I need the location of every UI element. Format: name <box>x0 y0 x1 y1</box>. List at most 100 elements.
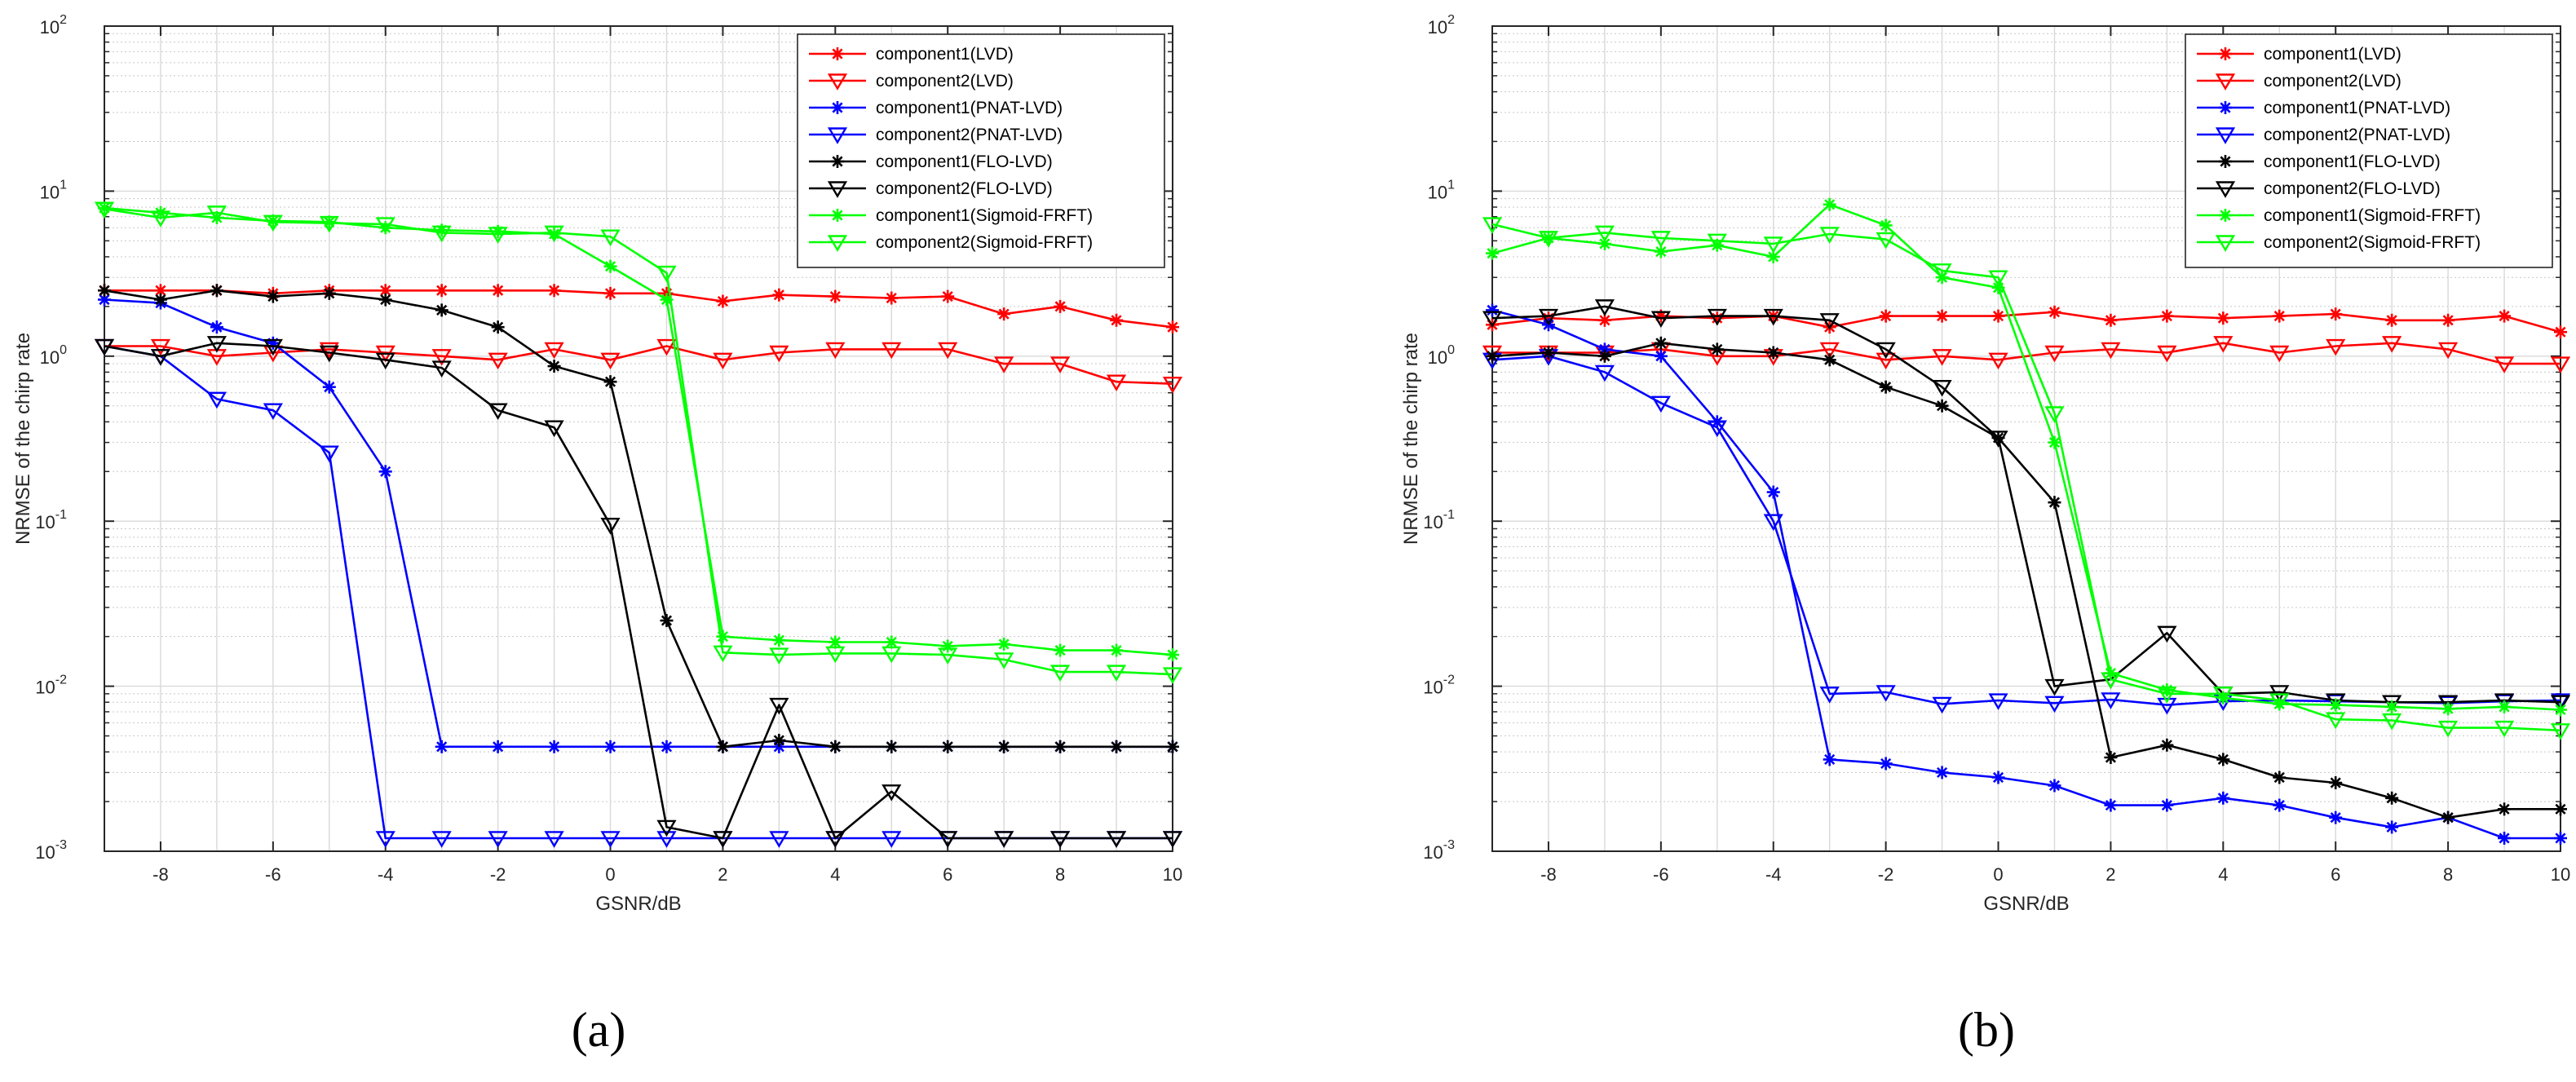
data-point <box>1932 263 1952 280</box>
legend-item: component2(LVD) <box>809 72 1014 91</box>
x-tick-label: 0 <box>605 864 615 885</box>
legend-box <box>2185 33 2553 268</box>
data-point <box>319 445 339 463</box>
data-point <box>1166 320 1179 334</box>
data-point <box>1819 227 1840 244</box>
data-point <box>772 288 786 302</box>
data-point <box>1654 349 1668 363</box>
y-tick-label: 10-1 <box>1423 508 1455 532</box>
data-point <box>488 352 508 370</box>
x-tick-label: 10 <box>2551 864 2570 885</box>
data-point <box>660 740 674 753</box>
data-point <box>2385 791 2399 805</box>
y-tick-label: 10-3 <box>1423 838 1455 863</box>
legend-label: component2(Sigmoid-FRFT) <box>876 233 1093 252</box>
data-point <box>1162 831 1183 848</box>
data-point <box>1991 771 2005 784</box>
data-point <box>2550 695 2571 713</box>
legend-item: component1(PNAT-LVD) <box>2197 99 2450 117</box>
data-point <box>2044 345 2065 363</box>
data-point <box>1654 336 1668 350</box>
data-point <box>1054 643 1067 657</box>
legend-marker <box>827 127 848 144</box>
data-point <box>600 229 621 247</box>
data-point <box>266 289 280 303</box>
data-point <box>2044 696 2065 713</box>
data-point <box>713 831 733 848</box>
data-point <box>435 284 448 298</box>
series-line <box>104 345 1173 385</box>
legend-label: component1(Sigmoid-FRFT) <box>876 206 1093 225</box>
data-point <box>2273 309 2287 323</box>
data-point <box>713 645 733 663</box>
data-point <box>2554 703 2567 717</box>
y-axis-label: NRMSE of the chirp rate <box>12 333 34 545</box>
x-tick-label: 2 <box>718 864 727 885</box>
data-point <box>2329 307 2343 321</box>
data-point <box>2101 672 2121 690</box>
data-point <box>2498 700 2512 713</box>
data-point <box>491 320 505 334</box>
data-point <box>491 740 505 753</box>
data-point <box>941 740 955 753</box>
data-point <box>2498 802 2512 816</box>
series-line <box>1491 223 2561 732</box>
data-point <box>544 342 564 360</box>
x-axis-label: GSNR/dB <box>1983 893 2069 915</box>
data-point <box>2329 698 2343 712</box>
data-point <box>1597 349 1611 363</box>
data-point <box>2160 798 2174 812</box>
data-point <box>488 403 508 421</box>
data-point <box>547 360 561 373</box>
series-component2(Sigmoid-FRFT) <box>1482 217 2571 740</box>
legend-marker <box>2215 181 2236 198</box>
legend-item: component1(PNAT-LVD) <box>809 99 1063 117</box>
data-point <box>2273 771 2287 784</box>
data-point <box>1050 831 1071 848</box>
data-point <box>2216 791 2230 805</box>
series-line <box>104 207 1173 676</box>
data-point <box>2269 685 2290 702</box>
data-point <box>1819 313 1840 330</box>
data-point <box>1935 399 1949 413</box>
data-point <box>2385 313 2399 327</box>
data-point <box>1932 379 1952 397</box>
data-point <box>656 831 677 848</box>
legend-marker <box>2219 209 2232 222</box>
x-tick-label: 4 <box>2218 864 2228 885</box>
data-point <box>2438 695 2459 713</box>
data-point <box>713 352 733 370</box>
data-point <box>210 320 223 334</box>
x-tick-label: 6 <box>2331 864 2340 885</box>
data-point <box>1766 485 1780 499</box>
data-point <box>153 284 167 298</box>
data-point <box>1988 270 2008 288</box>
data-point <box>1106 665 1127 682</box>
legend-label: component2(Sigmoid-FRFT) <box>2264 233 2481 252</box>
data-point <box>1763 514 1783 532</box>
data-point <box>1594 225 1615 243</box>
legend: component1(LVD) component2(LVD) component1… <box>2185 33 2553 268</box>
data-point <box>488 831 508 848</box>
x-tick-label: -6 <box>1653 864 1669 885</box>
data-point <box>2044 406 2065 423</box>
legend-item: component1(LVD) <box>2197 45 2401 64</box>
data-point <box>1823 353 1836 367</box>
legend-item: component1(Sigmoid-FRFT) <box>2197 206 2481 225</box>
data-point <box>941 289 955 303</box>
legend-marker <box>831 209 844 222</box>
series-line <box>104 206 1173 656</box>
data-point <box>1594 299 1615 316</box>
data-point <box>1166 648 1179 662</box>
data-point <box>1988 693 2008 710</box>
x-tick-label: 10 <box>1163 864 1182 885</box>
data-point <box>825 646 846 664</box>
data-point <box>210 284 223 298</box>
data-point <box>2213 687 2234 704</box>
data-point <box>2326 338 2346 356</box>
series-component2(FLO-LVD) <box>94 336 1183 848</box>
legend-label: component2(FLO-LVD) <box>876 179 1053 198</box>
data-point <box>1110 643 1124 657</box>
data-point <box>1650 231 1671 248</box>
data-point <box>2160 309 2174 323</box>
